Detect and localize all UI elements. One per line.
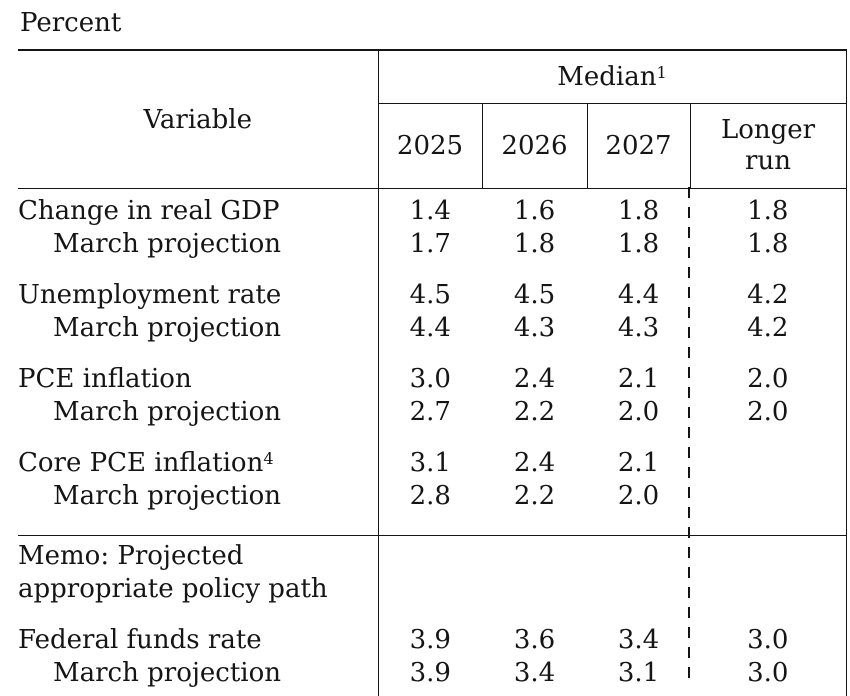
row-label-text: March projection <box>53 397 282 427</box>
table-row: Memo: Projected appropriate policy path <box>18 535 847 606</box>
row-label: PCE inflation <box>18 345 379 396</box>
value-cell: 2.1 <box>617 364 660 394</box>
variable-column-header: Variable <box>18 50 379 189</box>
column-header-2026: 2026 <box>481 103 587 189</box>
table-row: March projection 3.9 3.4 3.1 3.0 <box>18 657 847 696</box>
value-cell: 2.0 <box>617 481 660 511</box>
value-cell: 3.0 <box>690 657 847 696</box>
table-row: March projection 2.8 2.2 2.0 <box>18 480 847 536</box>
value-cell <box>690 480 847 536</box>
row-label-text: March projection <box>53 229 282 259</box>
row-label: March projection <box>18 228 379 261</box>
value-cell: 3.0 <box>409 364 451 394</box>
value-cell <box>690 535 847 606</box>
value-cell: 3.4 <box>513 658 556 688</box>
longer-run-dashed-divider <box>688 187 690 686</box>
row-label-text: Change in real GDP <box>18 196 280 226</box>
value-cell: 2.0 <box>690 345 847 396</box>
value-cell: 1.8 <box>617 229 660 259</box>
value-cell: 1.8 <box>690 188 847 228</box>
value-cell: 4.2 <box>690 261 847 312</box>
footnote-marker: 4 <box>263 448 274 468</box>
value-cell <box>587 535 690 606</box>
table-row: Unemployment rate 4.5 4.5 4.4 4.2 <box>18 261 847 312</box>
row-label: March projection <box>18 396 379 429</box>
value-cell: 3.6 <box>513 625 556 655</box>
value-cell: 4.2 <box>690 312 847 345</box>
value-cell: 2.4 <box>513 448 556 478</box>
table-row: Federal funds rate 3.9 3.6 3.4 3.0 <box>18 606 847 657</box>
row-label: March projection <box>18 312 379 345</box>
row-label: Memo: Projected appropriate policy path <box>18 535 379 606</box>
row-label-text: Memo: Projected appropriate policy path <box>18 541 328 604</box>
value-cell: 1.8 <box>690 228 847 261</box>
value-cell: 4.3 <box>513 313 556 343</box>
row-label: Core PCE inflation4 <box>18 429 379 480</box>
value-cell: 4.3 <box>617 313 660 343</box>
table-row: March projection 2.7 2.2 2.0 2.0 <box>18 396 847 429</box>
row-label-text: March projection <box>53 481 282 511</box>
row-label-text: Core PCE inflation <box>18 448 264 478</box>
projections-table: Variable Median1 2025 2026 2027 Longer run … <box>18 49 847 696</box>
value-cell: 1.7 <box>409 229 451 259</box>
memo-policy-path-section: Memo: Projected appropriate policy path F… <box>18 535 847 696</box>
value-cell: 3.9 <box>409 625 451 655</box>
row-label-text: Federal funds rate <box>18 625 262 655</box>
median-footnote-marker: 1 <box>656 62 667 82</box>
value-cell: 3.1 <box>409 448 451 478</box>
value-cell: 1.6 <box>513 196 556 226</box>
value-cell: 3.9 <box>409 658 451 688</box>
table-row: PCE inflation 3.0 2.4 2.1 2.0 <box>18 345 847 396</box>
row-label: March projection <box>18 657 379 696</box>
value-cell: 3.1 <box>617 658 660 688</box>
row-label-text: March projection <box>53 313 282 343</box>
value-cell <box>690 429 847 480</box>
table-row: Change in real GDP 1.4 1.6 1.8 1.8 <box>18 188 847 228</box>
median-group-header: Median1 <box>378 50 847 104</box>
projections-section: Change in real GDP 1.4 1.6 1.8 1.8 March proj… <box>18 188 847 536</box>
table-header: Variable Median1 2025 2026 2027 Longer run <box>18 50 847 189</box>
table-unit-label: Percent <box>20 8 122 38</box>
row-label-text: PCE inflation <box>18 364 192 394</box>
value-cell: 2.7 <box>409 397 451 427</box>
table-row: March projection 4.4 4.3 4.3 4.2 <box>18 312 847 345</box>
value-cell: 2.2 <box>513 397 556 427</box>
value-cell: 4.4 <box>617 280 660 310</box>
table-row: March projection 1.7 1.8 1.8 1.8 <box>18 228 847 261</box>
median-group-header-text: Median <box>557 62 657 92</box>
value-cell: 1.4 <box>409 196 451 226</box>
row-label-text: March projection <box>53 658 282 688</box>
table-row: Core PCE inflation4 3.1 2.4 2.1 <box>18 429 847 480</box>
value-cell: 3.0 <box>690 606 847 657</box>
value-cell: 2.0 <box>617 397 660 427</box>
value-cell: 3.4 <box>617 625 660 655</box>
row-label: Federal funds rate <box>18 606 379 657</box>
group-header-row: Variable Median1 <box>18 50 847 189</box>
value-cell: 2.4 <box>513 364 556 394</box>
value-cell: 2.8 <box>409 481 451 511</box>
value-cell: 4.5 <box>409 280 451 310</box>
value-cell: 4.5 <box>513 280 556 310</box>
column-header-2025: 2025 <box>378 103 482 189</box>
value-cell: 2.1 <box>617 448 660 478</box>
value-cell <box>482 535 587 606</box>
value-cell: 4.4 <box>409 313 451 343</box>
value-cell <box>378 535 482 606</box>
row-label: Unemployment rate <box>18 261 379 312</box>
column-header-longer-run: Longer run <box>689 103 847 189</box>
value-cell: 2.0 <box>690 396 847 429</box>
value-cell: 2.2 <box>513 481 556 511</box>
year-header-row: 2025 2026 2027 Longer run <box>18 103 847 189</box>
row-label: Change in real GDP <box>18 188 379 228</box>
value-cell: 1.8 <box>617 196 660 226</box>
row-label-text: Unemployment rate <box>18 280 282 310</box>
column-header-2027: 2027 <box>586 103 690 189</box>
value-cell: 1.8 <box>513 229 556 259</box>
row-label: March projection <box>18 480 379 536</box>
